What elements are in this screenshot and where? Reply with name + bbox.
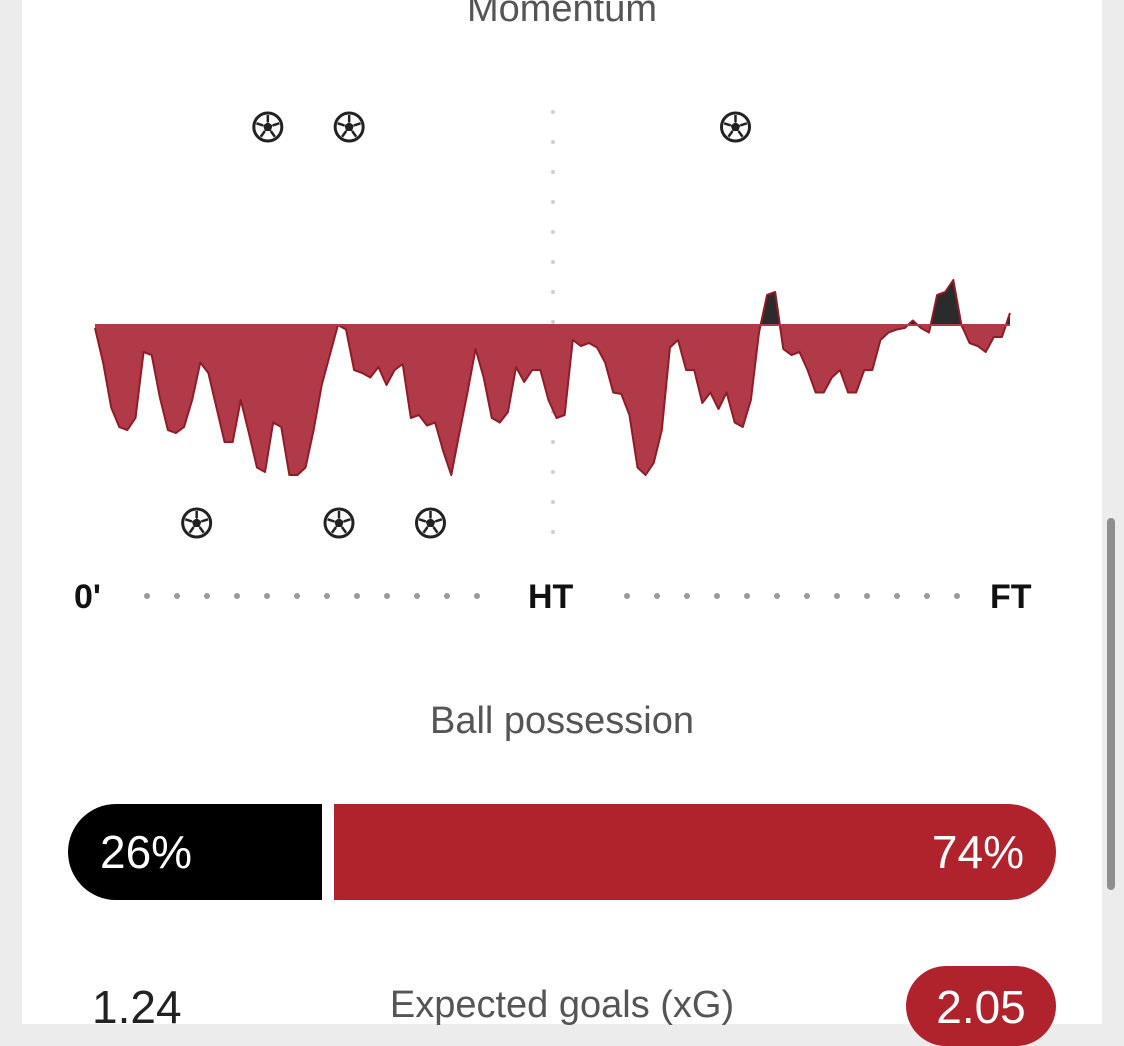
timeline-dot (804, 593, 810, 599)
timeline-dot (204, 593, 210, 599)
xg-label: Expected goals (xG) (389, 984, 735, 1026)
momentum-line (94, 279, 1011, 476)
timeline-dot (444, 593, 450, 599)
timeline-dot (354, 593, 360, 599)
possession-title: Ball possession (429, 700, 695, 742)
home-goal-icon (720, 111, 751, 143)
possession-bar-away: 74% (334, 804, 1056, 900)
timeline-dot (684, 593, 690, 599)
timeline-dot (834, 593, 840, 599)
possession-home-value: 26% (100, 826, 193, 878)
scrollbar[interactable] (1107, 518, 1115, 890)
timeline-dot (924, 593, 930, 599)
timeline-dot (174, 593, 180, 599)
timeline-dot (294, 593, 300, 599)
timeline-dot (864, 593, 870, 599)
home-goal-icon (252, 111, 284, 143)
timeline-dot (474, 593, 480, 599)
momentum-chart (94, 110, 1011, 599)
possession-away-value: 74% (931, 826, 1024, 878)
home-goal-icon (333, 111, 365, 143)
away-goal-icon (323, 507, 355, 539)
away-goal-icon (415, 507, 446, 539)
timeline-halftime-label: HT (528, 578, 574, 616)
timeline-dot (714, 593, 720, 599)
timeline-dot (414, 593, 420, 599)
timeline-dot (384, 593, 390, 599)
timeline-start-label: 0' (74, 578, 101, 616)
possession-bar-home: 26% (68, 804, 322, 900)
timeline-dot (744, 593, 750, 599)
home-momentum-area (95, 280, 1010, 325)
away-momentum-area (95, 325, 1010, 475)
momentum-title: Momentum (466, 0, 658, 30)
timeline-dot (954, 593, 960, 599)
timeline-dot (894, 593, 900, 599)
timeline-dot (264, 593, 270, 599)
away-goal-icon (181, 507, 213, 539)
timeline-dot (624, 593, 630, 599)
xg-away-value: 2.05 (906, 966, 1056, 1046)
timeline-dot (234, 593, 240, 599)
timeline-dot (144, 593, 150, 599)
timeline-dot (324, 593, 330, 599)
timeline-dot (774, 593, 780, 599)
timeline-dot (654, 593, 660, 599)
timeline-fulltime-label: FT (990, 578, 1032, 616)
